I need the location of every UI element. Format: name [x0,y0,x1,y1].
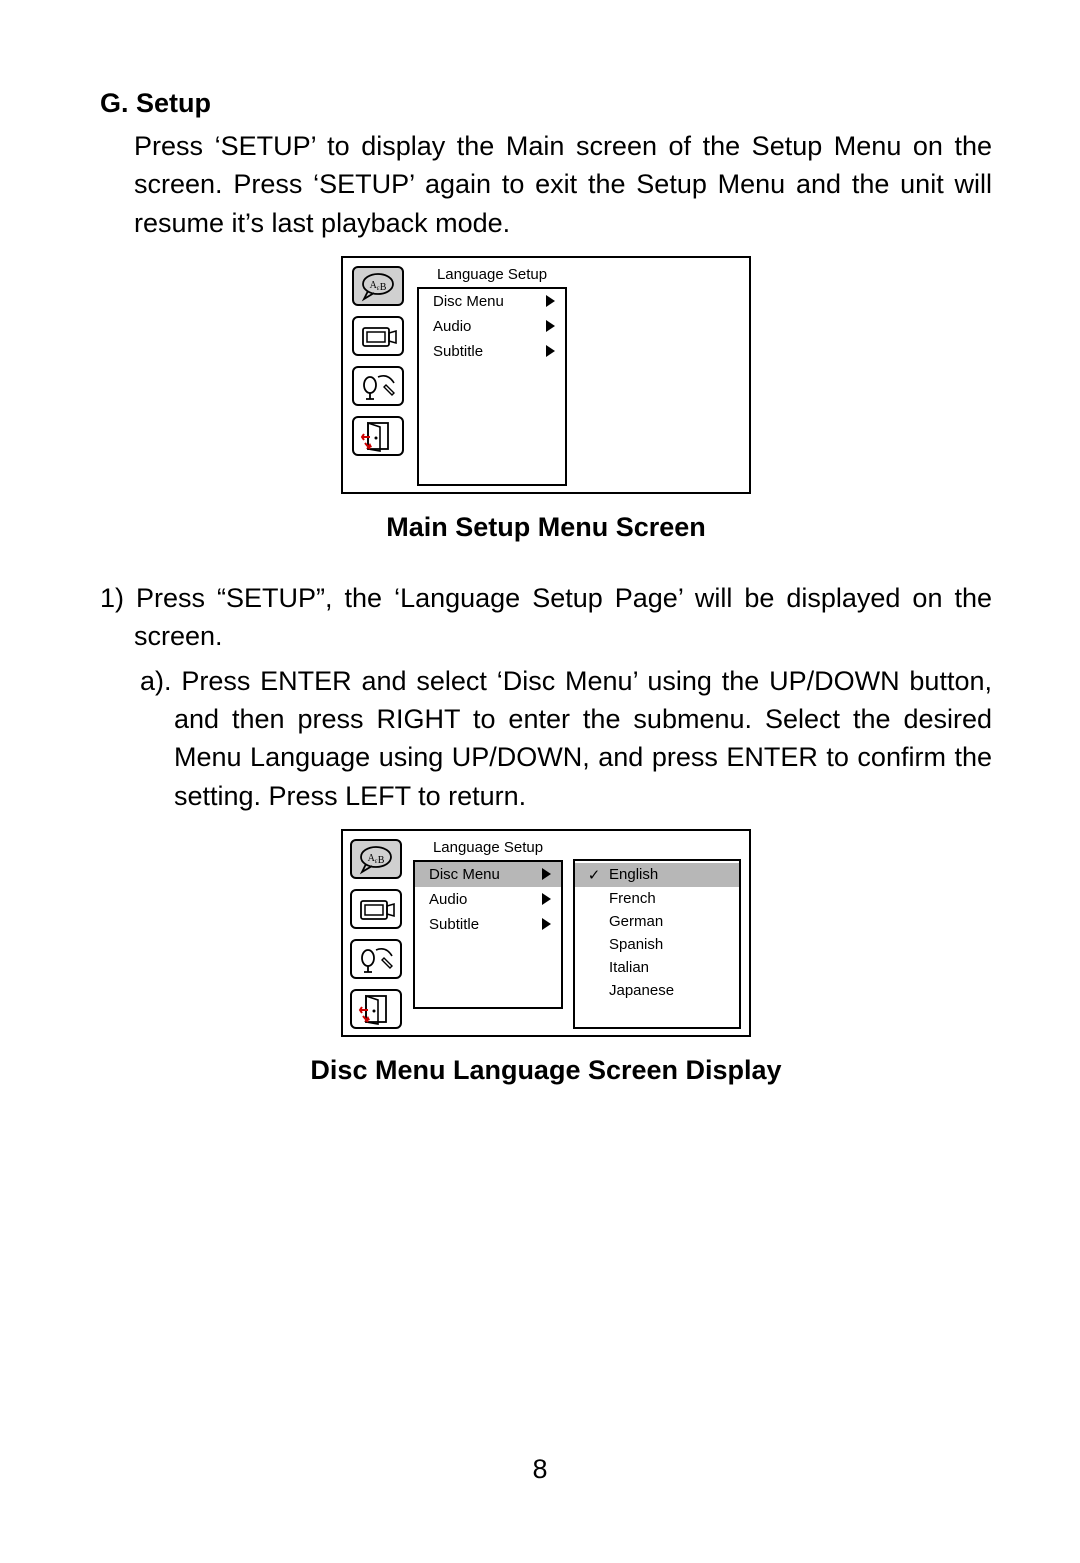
language-option-japanese: Japanese [575,979,739,1002]
audio-setup-icon [350,939,402,979]
menu-item-subtitle: Subtitle [415,912,561,937]
page-number: 8 [0,1454,1080,1485]
language-option-spanish: Spanish [575,933,739,956]
intro-paragraph: Press ‘SETUP’ to display the Main screen… [100,127,992,242]
language-setup-icon: AεB [350,839,402,879]
menu-item-label: Audio [433,318,471,335]
menu-area: Language Setup Disc Menu Audio Subtitle [417,264,741,486]
svg-text:AεB: AεB [368,853,385,866]
menu-item-label: Subtitle [429,916,479,933]
language-option-label: German [603,913,729,930]
exit-setup-icon [350,989,402,1029]
language-option-german: German [575,910,739,933]
panel-title: Language Setup [417,264,567,289]
exit-setup-icon [352,416,404,456]
language-setup-panel: Language Setup Disc Menu Audio Subtitle [417,264,567,486]
step-1a: a). Press ENTER and select ‘Disc Menu’ u… [100,662,992,815]
main-setup-screen-figure: AεB Language Setup Disc Menu [341,256,751,494]
chevron-right-icon [546,295,555,307]
language-option-label: Italian [603,959,729,976]
step-1: 1) Press “SETUP”, the ‘Language Setup Pa… [100,579,992,656]
menu-item-label: Disc Menu [429,866,500,883]
language-option-italian: Italian [575,956,739,979]
language-option-english: ✓ English [575,863,739,887]
language-setup-icon: AεB [352,266,404,306]
language-option-label: Spanish [603,936,729,953]
menu-item-label: Disc Menu [433,293,504,310]
figure-caption-2: Disc Menu Language Screen Display [100,1055,992,1086]
menu-item-audio: Audio [419,314,565,339]
panel-list: Disc Menu Audio Subtitle [413,860,563,1009]
section-heading: G. Setup [100,88,992,119]
chevron-right-icon [542,893,551,905]
language-option-label: English [603,866,729,883]
menu-item-subtitle: Subtitle [419,339,565,364]
video-setup-icon [352,316,404,356]
panel-list: Disc Menu Audio Subtitle [417,287,567,486]
chevron-right-icon [542,868,551,880]
check-icon: ✓ [585,866,603,884]
setup-icon-column: AεB [349,837,403,1029]
language-option-french: French [575,887,739,910]
menu-item-disc-menu: Disc Menu [415,862,561,887]
menu-item-label: Audio [429,891,467,908]
language-setup-panel: Language Setup Disc Menu Audio Subtitle [413,837,563,1029]
panel-title: Language Setup [413,837,563,862]
language-option-label: French [603,890,729,907]
menu-item-disc-menu: Disc Menu [419,289,565,314]
menu-area: Language Setup Disc Menu Audio Subtitle [413,837,741,1029]
audio-setup-icon [352,366,404,406]
video-setup-icon [350,889,402,929]
language-option-label: Japanese [603,982,729,999]
chevron-right-icon [542,918,551,930]
chevron-right-icon [546,345,555,357]
language-submenu: ✓ English French German Spanish It [573,859,741,1029]
setup-icon-column: AεB [349,264,407,486]
menu-item-audio: Audio [415,887,561,912]
chevron-right-icon [546,320,555,332]
svg-text:AεB: AεB [370,280,387,293]
figure-caption-1: Main Setup Menu Screen [100,512,992,543]
menu-item-label: Subtitle [433,343,483,360]
disc-menu-language-screen-figure: AεB Language Setup Disc Menu [341,829,751,1037]
